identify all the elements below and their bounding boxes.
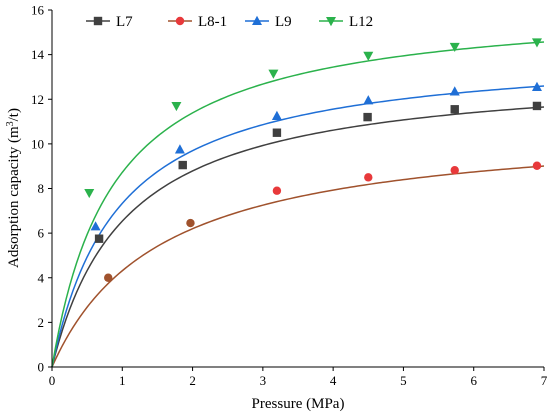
- x-axis-title: Pressure (MPa): [252, 396, 345, 412]
- data-point-l12: [449, 42, 460, 53]
- data-point-l9: [363, 95, 374, 105]
- legend-label-l12: L12: [349, 14, 373, 30]
- x-tick-label: 3: [260, 373, 267, 388]
- data-point-l12: [171, 101, 182, 112]
- x-tick-label: 1: [119, 373, 126, 388]
- data-point-l7: [178, 160, 187, 170]
- legend-marker-l7: [93, 16, 103, 26]
- y-tick-label: 16: [31, 3, 45, 18]
- data-point-l9: [174, 144, 185, 154]
- y-axis-title-main: Adsorption capacity (m: [6, 126, 22, 268]
- y-axis-title: Adsorption capacity (m3/t): [5, 108, 23, 268]
- y-axis-title-sup: 3: [5, 121, 16, 126]
- data-point-l8-1: [532, 161, 542, 170]
- data-point-l9: [90, 221, 101, 231]
- x-tick-label: 5: [400, 373, 407, 388]
- data-point-l12: [363, 51, 374, 61]
- x-tick-label: 6: [470, 373, 477, 388]
- legend-label-l7: L7: [116, 14, 133, 30]
- data-point-l7: [363, 112, 372, 122]
- x-tick-label: 7: [541, 373, 548, 388]
- y-tick-label: 14: [31, 47, 45, 62]
- legend-label-l8-1: L8-1: [198, 14, 227, 30]
- data-point-l8-1: [364, 173, 373, 182]
- fit-curve-l9: [51, 85, 545, 368]
- data-point-l9: [271, 110, 282, 120]
- y-tick-label: 2: [38, 315, 45, 330]
- data-point-l7: [94, 234, 104, 243]
- x-tick-label: 4: [330, 373, 337, 388]
- y-tick-label: 4: [38, 270, 45, 285]
- data-point-l12: [531, 38, 542, 48]
- data-point-l7: [450, 105, 459, 114]
- y-axis-title-end: /t): [6, 108, 22, 121]
- data-point-l8-1: [186, 218, 195, 228]
- x-tick-label: 0: [49, 373, 56, 388]
- x-tick-label: 2: [189, 373, 196, 388]
- legend-marker-l9: [252, 15, 262, 25]
- data-point-l9: [449, 86, 460, 96]
- legend-marker-l8-1: [175, 16, 185, 26]
- y-tick-label: 10: [31, 136, 44, 151]
- y-tick-label: 8: [38, 181, 45, 196]
- data-point-l7: [532, 101, 542, 111]
- data-point-l7: [272, 128, 282, 137]
- data-point-l12: [268, 69, 279, 79]
- legend-label-l9: L9: [275, 14, 292, 30]
- y-tick-label: 12: [31, 92, 44, 107]
- plot-area: [51, 38, 545, 368]
- fit-curve-l8-1: [51, 165, 545, 368]
- data-point-l8-1: [272, 186, 282, 195]
- fit-curve-l12: [51, 41, 545, 368]
- data-point-l8-1: [104, 273, 113, 282]
- y-tick-label: 6: [38, 226, 45, 241]
- legend-marker-l12: [326, 17, 336, 27]
- data-point-l9: [531, 81, 542, 91]
- data-point-l8-1: [450, 166, 459, 175]
- fit-curve-l7: [51, 106, 545, 368]
- y-tick-label: 0: [38, 360, 45, 375]
- legend: L7 L8-1 L9 L12: [86, 14, 373, 30]
- data-point-l12: [84, 188, 95, 199]
